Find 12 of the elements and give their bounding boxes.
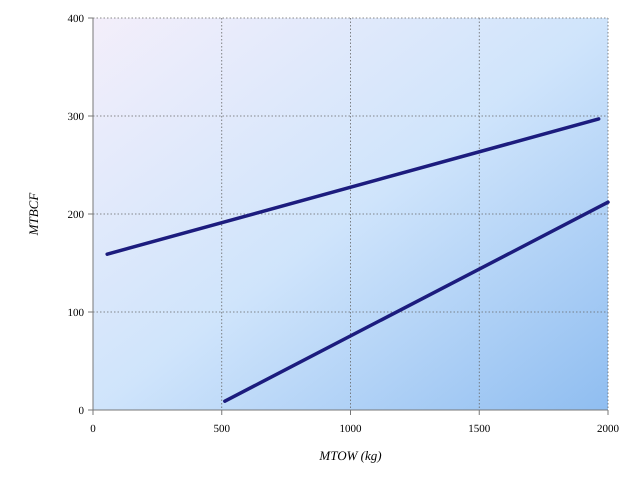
x-tick-label: 2000 [597, 423, 620, 435]
x-tick-label: 0 [90, 423, 96, 435]
x-tick-label: 1500 [468, 423, 491, 435]
y-tick-label: 0 [78, 405, 84, 417]
x-axis-title: MTOW (kg) [318, 448, 382, 463]
y-tick-label: 300 [68, 111, 84, 123]
y-tick-label: 100 [68, 307, 84, 319]
y-tick-label: 400 [68, 13, 84, 25]
y-axis-title: MTBCF [26, 192, 41, 236]
x-tick-label: 500 [214, 423, 230, 435]
y-tick-label: 200 [68, 209, 84, 221]
x-tick-label: 1000 [340, 423, 362, 435]
